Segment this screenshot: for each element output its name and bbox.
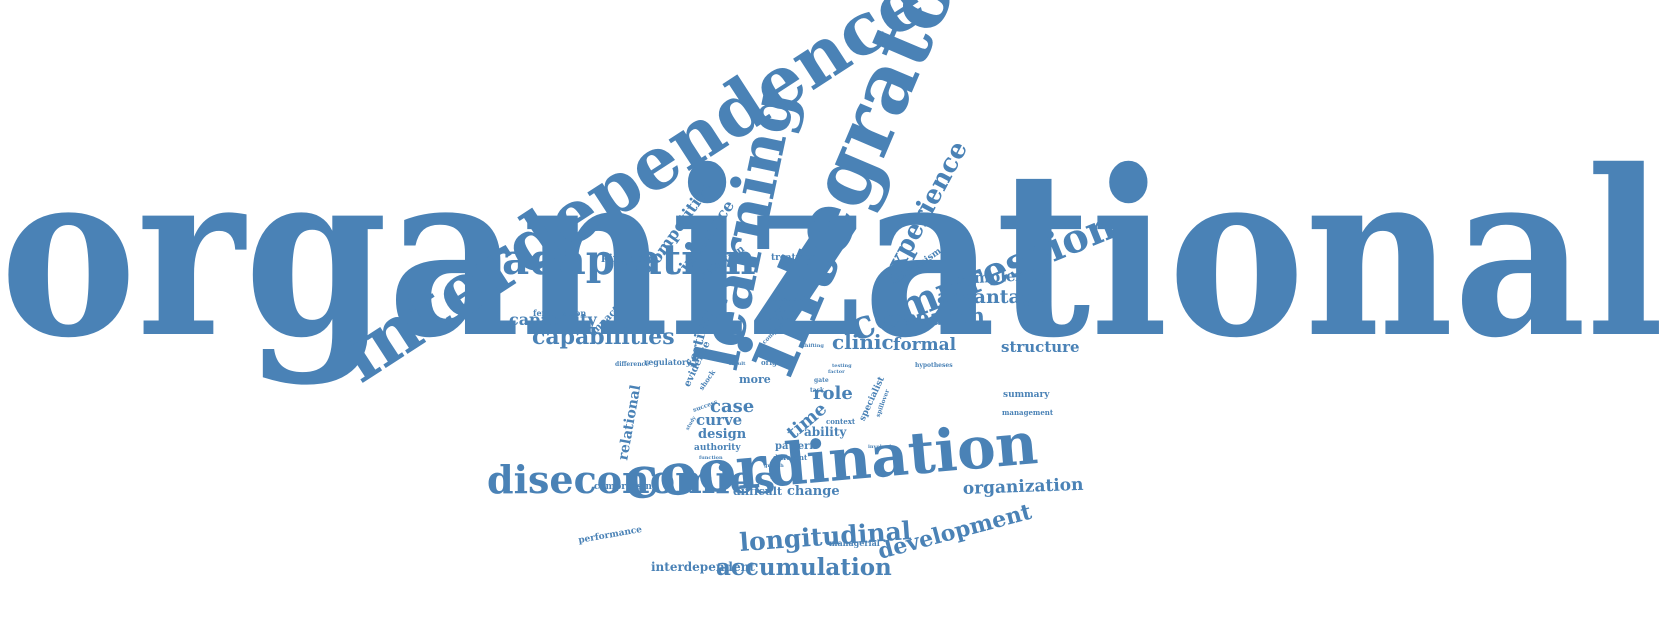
word-research: research <box>877 303 986 333</box>
word-growth: growth <box>764 463 784 470</box>
word-origin: origin <box>761 357 785 367</box>
word-diseconomies: diseconomies <box>487 457 776 503</box>
word-fertilization: fertilization <box>533 307 587 318</box>
word-design: design <box>698 426 747 442</box>
word-implication: implication <box>772 297 804 304</box>
word-compressing: compressing <box>594 481 659 492</box>
word-adaptation: adaptation <box>502 235 756 285</box>
word-different: different <box>773 452 808 462</box>
word-regulatory: regulatory <box>644 356 691 367</box>
word-factor: factor <box>828 369 845 376</box>
word-structure: structure <box>1001 338 1080 357</box>
word-difference: difference <box>615 361 650 369</box>
word-task: task <box>810 387 825 395</box>
word-gate: gate <box>814 377 829 385</box>
word-kingdom: kingdom <box>601 252 656 266</box>
word-authority: authority <box>694 442 741 453</box>
word-treatment: treatment <box>771 252 822 263</box>
word-performance: performance <box>577 524 643 546</box>
word-shallower: shallower <box>769 316 796 323</box>
word-context: context <box>826 416 856 426</box>
word-capabilities: capabilities <box>532 323 675 350</box>
word-management: management <box>1002 407 1054 417</box>
word-organization: organization <box>962 474 1084 499</box>
word-organizational: organizational <box>0 120 1665 389</box>
word-difficult: difficult <box>733 485 783 499</box>
word-testing: testing <box>832 363 852 370</box>
word-formal: formal <box>893 334 957 355</box>
word-curve: curve <box>696 411 743 430</box>
word-capability: capability <box>509 309 597 329</box>
word-result: result <box>729 361 746 368</box>
word-involved: involved <box>868 444 892 451</box>
word-role: role <box>813 382 853 404</box>
word-pattern: pattern <box>775 441 817 453</box>
word-situation: situation <box>774 308 800 315</box>
word-ability: ability <box>804 424 847 439</box>
word-function: function <box>699 455 723 462</box>
word-managerial: managerial <box>829 537 880 548</box>
word-hypotheses: hypotheses <box>915 362 953 370</box>
word-summary: summary <box>1003 389 1050 400</box>
word-change: change <box>787 483 840 499</box>
word-interdependent: interdependent <box>651 559 755 574</box>
word-accumulation: accumulation <box>716 554 892 582</box>
word-shifting: shifting <box>802 343 824 350</box>
word-more: more <box>739 373 771 387</box>
word-case: case <box>710 395 755 417</box>
word-clinic: clinic <box>832 330 894 355</box>
word-advantage: advantage <box>937 286 1047 309</box>
